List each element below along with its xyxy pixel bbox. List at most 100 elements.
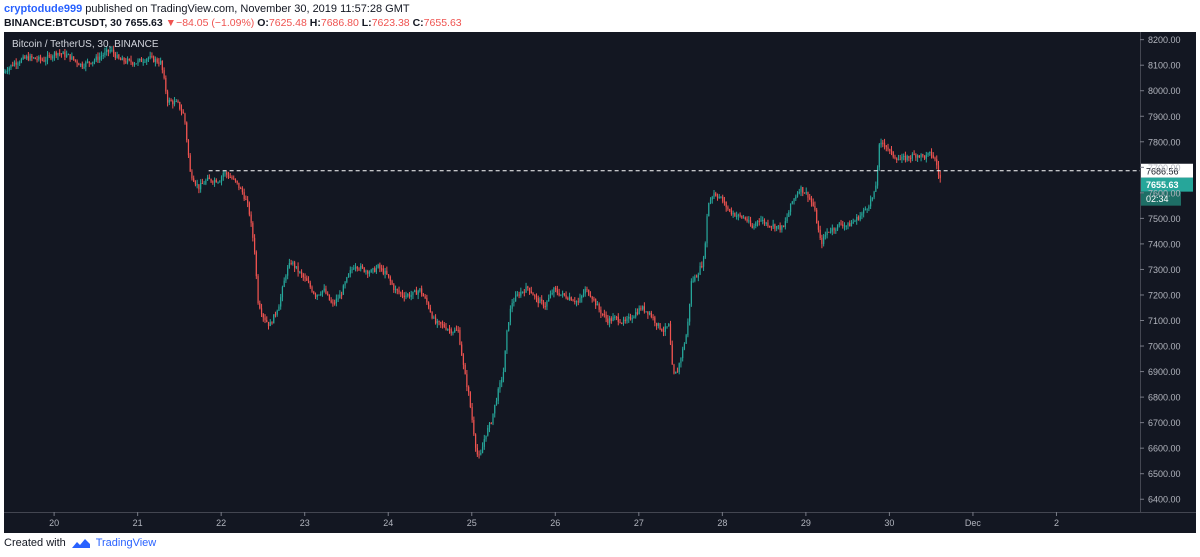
candle-body bbox=[189, 155, 191, 172]
candle-body bbox=[835, 229, 837, 231]
candle-body bbox=[57, 53, 59, 56]
candle-body bbox=[424, 296, 426, 298]
candle-body bbox=[260, 308, 263, 315]
candle-body bbox=[290, 262, 292, 264]
candle-body bbox=[121, 57, 123, 61]
candle-body bbox=[520, 291, 522, 296]
candle-body bbox=[897, 159, 900, 161]
candle-body bbox=[542, 301, 545, 307]
candle-body bbox=[814, 205, 816, 210]
candle-body bbox=[706, 216, 708, 244]
candle-body bbox=[702, 257, 705, 267]
candle-body bbox=[518, 294, 520, 296]
candle-body bbox=[515, 295, 517, 302]
candle-body bbox=[488, 423, 491, 428]
candle-body bbox=[567, 298, 569, 300]
candle-body bbox=[297, 266, 299, 273]
candle-body bbox=[356, 266, 358, 269]
candle-body bbox=[722, 196, 724, 202]
candle-body bbox=[455, 329, 458, 331]
candle-body bbox=[351, 269, 353, 271]
candle-body bbox=[675, 371, 677, 374]
candle-body bbox=[381, 268, 383, 270]
candle-body bbox=[102, 55, 104, 57]
candle-body bbox=[267, 321, 270, 327]
candle-body bbox=[490, 423, 492, 425]
candle-body bbox=[387, 274, 390, 277]
candlestick-chart[interactable]: 7686.56 7655.63 02:34 6400.00 6500.00 6600.0… bbox=[4, 32, 1196, 533]
candle-body bbox=[337, 298, 339, 300]
candle-body bbox=[454, 329, 456, 333]
price-tick-label: 8000.00 bbox=[1148, 86, 1181, 96]
candle-body bbox=[614, 316, 616, 318]
candle-body bbox=[805, 191, 807, 194]
candle-body bbox=[85, 62, 87, 67]
price-tick-label: 6500.00 bbox=[1148, 469, 1181, 479]
candle-body bbox=[288, 262, 291, 268]
candle-body bbox=[384, 270, 386, 274]
candle-body bbox=[572, 300, 574, 302]
candle-body bbox=[146, 59, 148, 62]
candle-body bbox=[901, 156, 903, 160]
candle-body bbox=[175, 101, 177, 103]
candle-body bbox=[850, 222, 853, 227]
candle-body bbox=[680, 358, 682, 364]
candle-body bbox=[607, 318, 609, 324]
candle-body bbox=[765, 222, 767, 224]
candle-body bbox=[683, 343, 686, 349]
candle-body bbox=[662, 330, 665, 332]
candle-body bbox=[400, 292, 402, 294]
candle-body bbox=[534, 295, 536, 297]
candle-body bbox=[403, 295, 405, 298]
candle-body bbox=[417, 291, 419, 295]
candle-body bbox=[320, 294, 322, 296]
candle-body bbox=[718, 196, 720, 198]
chart-panel[interactable]: 7686.56 7655.63 02:34 6400.00 6500.00 6600.0… bbox=[4, 32, 1196, 533]
candle-body bbox=[553, 287, 555, 294]
candle-body bbox=[160, 60, 162, 64]
candle-body bbox=[217, 182, 219, 184]
candle-body bbox=[292, 262, 294, 264]
candle-body bbox=[739, 214, 741, 216]
candle-body bbox=[574, 300, 576, 303]
candle-body bbox=[537, 297, 539, 304]
candle-body bbox=[795, 196, 797, 199]
price-tick-label: 6600.00 bbox=[1148, 444, 1181, 454]
candle-body bbox=[396, 289, 398, 291]
candle-body bbox=[238, 182, 240, 189]
candle-body bbox=[142, 61, 144, 63]
author-link[interactable]: cryptodude999 bbox=[4, 3, 83, 15]
candle-body bbox=[15, 62, 17, 65]
candle-body bbox=[360, 265, 362, 270]
candle-body bbox=[610, 318, 612, 321]
candle-body bbox=[431, 312, 433, 319]
candle-body bbox=[936, 159, 938, 166]
candle-body bbox=[48, 55, 50, 57]
candle-body bbox=[772, 224, 774, 227]
candle-body bbox=[321, 290, 324, 295]
candle-body bbox=[299, 271, 301, 273]
candle-body bbox=[647, 311, 649, 315]
overlay-layer: 7686.56 7655.63 02:34 bbox=[208, 163, 1193, 206]
candle-body bbox=[8, 67, 10, 71]
candle-body bbox=[151, 56, 153, 58]
candle-body bbox=[368, 272, 371, 274]
candle-body bbox=[377, 264, 379, 268]
candle-body bbox=[798, 191, 800, 194]
candle-body bbox=[694, 276, 696, 281]
candle-body bbox=[539, 299, 541, 304]
candle-body bbox=[588, 289, 590, 296]
candle-body bbox=[135, 63, 137, 65]
candle-body bbox=[79, 63, 82, 66]
tradingview-brand[interactable]: TradingView bbox=[95, 537, 157, 549]
candle-body bbox=[133, 63, 136, 65]
candle-body bbox=[92, 61, 94, 64]
candle-body bbox=[201, 183, 203, 185]
open-value: 7625.48 bbox=[268, 17, 307, 29]
candle-body bbox=[226, 172, 228, 175]
candle-body bbox=[421, 288, 423, 295]
price-tick-label: 6400.00 bbox=[1148, 495, 1181, 505]
price-tick-label: 8200.00 bbox=[1148, 35, 1181, 45]
candle-body bbox=[215, 179, 217, 183]
price-tick-label: 7100.00 bbox=[1148, 316, 1181, 326]
